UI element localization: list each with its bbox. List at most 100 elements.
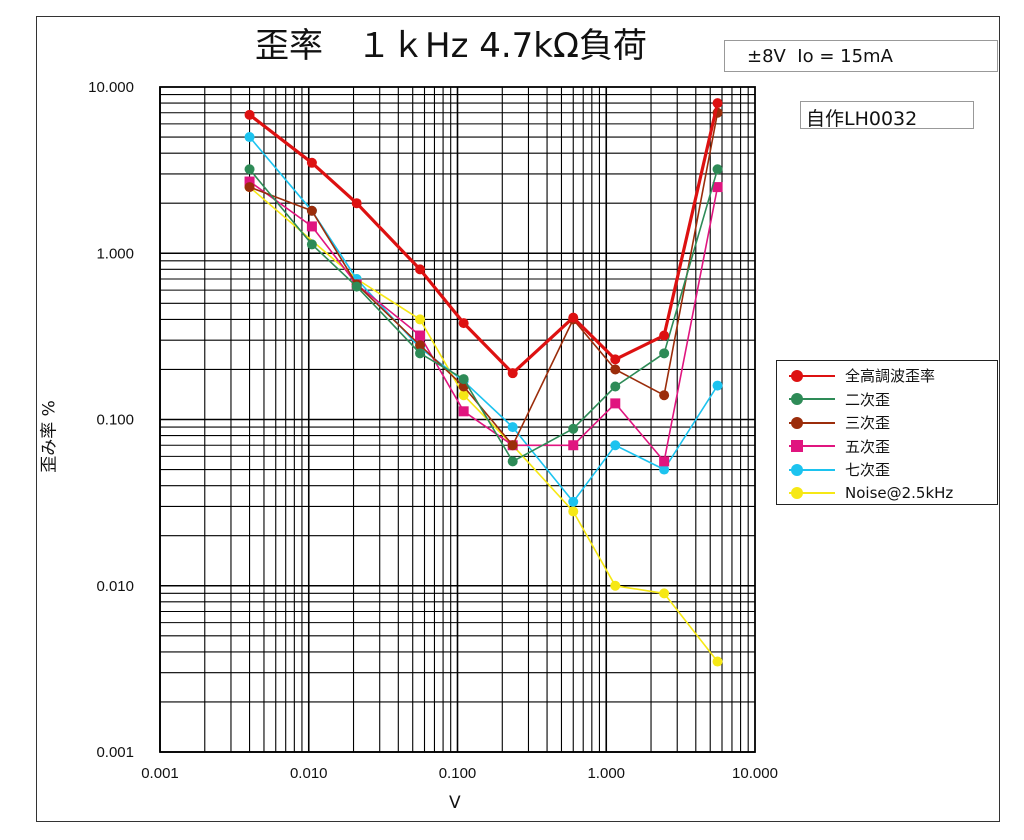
series-line-4 bbox=[248, 136, 719, 503]
data-point bbox=[659, 456, 670, 467]
data-point bbox=[610, 354, 621, 365]
x-tick-label: 0.100 bbox=[439, 765, 477, 782]
legend-label: Noise@2.5kHz bbox=[845, 484, 954, 503]
legend-dot bbox=[791, 369, 803, 382]
data-point bbox=[712, 656, 723, 667]
data-point bbox=[659, 588, 670, 599]
legend-item: 三次歪 bbox=[777, 411, 997, 435]
legend-label: 全高調波歪率 bbox=[845, 367, 936, 386]
data-point bbox=[306, 239, 317, 250]
data-point bbox=[507, 422, 518, 433]
chart-title: 歪率 １ｋHz 4.7kΩ負荷 bbox=[255, 26, 647, 66]
data-point bbox=[507, 368, 518, 379]
data-point bbox=[458, 406, 469, 417]
data-point bbox=[568, 312, 579, 323]
data-point bbox=[244, 132, 255, 143]
legend: 全高調波歪率 二次歪三次歪五次歪七次歪 Noise@2.5kHz bbox=[776, 360, 998, 505]
plot-border bbox=[159, 86, 756, 753]
data-point bbox=[458, 374, 469, 385]
data-point bbox=[568, 440, 579, 451]
chart-frame bbox=[36, 16, 1000, 822]
legend-line bbox=[789, 468, 835, 471]
y-tick-label: 1.000 bbox=[96, 245, 134, 262]
legend-item: 七次歪 bbox=[777, 458, 997, 482]
legend-label: 五次歪 bbox=[845, 437, 891, 456]
legend-dot bbox=[791, 393, 803, 406]
data-point bbox=[659, 330, 670, 341]
y-tick-label: 10.000 bbox=[88, 79, 134, 96]
data-point bbox=[415, 264, 426, 275]
legend-marker bbox=[789, 463, 835, 477]
legend-line bbox=[789, 421, 835, 424]
series-line-2 bbox=[249, 112, 719, 447]
data-point bbox=[659, 348, 670, 359]
legend-dot bbox=[791, 487, 803, 500]
data-point bbox=[306, 221, 317, 232]
y-tick-label: 0.100 bbox=[96, 412, 134, 429]
data-point bbox=[244, 164, 255, 175]
data-point bbox=[306, 205, 317, 216]
legend-marker bbox=[789, 369, 835, 383]
legend-item: 全高調波歪率 bbox=[777, 364, 997, 388]
legend-item: 五次歪 bbox=[777, 435, 997, 459]
data-point bbox=[244, 182, 255, 193]
x-axis-label: V bbox=[449, 793, 461, 813]
data-point bbox=[610, 398, 621, 409]
x-tick-label: 1.000 bbox=[587, 765, 625, 782]
data-point bbox=[659, 390, 670, 401]
legend-line bbox=[789, 398, 835, 401]
x-tick-label: 10.000 bbox=[732, 765, 778, 782]
data-point bbox=[659, 464, 670, 475]
legend-marker bbox=[789, 486, 835, 500]
data-point bbox=[712, 164, 723, 175]
legend-dot bbox=[791, 440, 803, 453]
data-point bbox=[458, 390, 469, 401]
data-point bbox=[306, 157, 317, 168]
data-point bbox=[712, 182, 723, 193]
data-point bbox=[507, 456, 518, 467]
y-tick-label: 0.001 bbox=[96, 744, 134, 761]
data-point bbox=[610, 440, 621, 451]
legend-marker bbox=[789, 416, 835, 430]
legend-dot bbox=[791, 416, 803, 429]
condition-box: ±8V Io = 15mA bbox=[724, 40, 998, 72]
maker-box: 自作LH0032 bbox=[800, 101, 974, 130]
data-point bbox=[712, 98, 723, 109]
x-tick-label: 0.010 bbox=[290, 765, 328, 782]
y-tick-label: 0.010 bbox=[96, 578, 134, 595]
data-point bbox=[507, 440, 518, 451]
legend-dot bbox=[791, 463, 803, 476]
data-point bbox=[351, 281, 362, 292]
legend-line bbox=[789, 374, 835, 377]
legend-item: 二次歪 bbox=[777, 388, 997, 412]
series-line-0 bbox=[248, 102, 720, 375]
legend-marker bbox=[789, 392, 835, 406]
data-point bbox=[712, 380, 723, 391]
data-point bbox=[415, 330, 426, 341]
legend-line bbox=[789, 492, 835, 495]
data-point bbox=[244, 176, 255, 187]
data-point bbox=[568, 423, 579, 434]
data-point bbox=[458, 318, 469, 329]
legend-item: Noise@2.5kHz bbox=[777, 482, 997, 506]
data-point bbox=[244, 109, 255, 120]
series-line-3 bbox=[249, 180, 719, 463]
data-point bbox=[415, 348, 426, 359]
legend-label: 三次歪 bbox=[845, 414, 891, 433]
legend-label: 二次歪 bbox=[845, 390, 891, 409]
data-point bbox=[568, 506, 579, 517]
legend-line bbox=[789, 445, 835, 448]
data-point bbox=[568, 496, 579, 507]
x-tick-label: 0.001 bbox=[141, 765, 179, 782]
legend-marker bbox=[789, 439, 835, 453]
data-point bbox=[610, 580, 621, 591]
data-point bbox=[610, 381, 621, 392]
series-line-1 bbox=[248, 168, 719, 463]
legend-label: 七次歪 bbox=[845, 461, 891, 480]
data-point bbox=[351, 198, 362, 209]
y-axis-label: 歪み率 % bbox=[39, 400, 60, 473]
data-point bbox=[610, 364, 621, 375]
data-point bbox=[415, 340, 426, 351]
data-point bbox=[415, 314, 426, 325]
